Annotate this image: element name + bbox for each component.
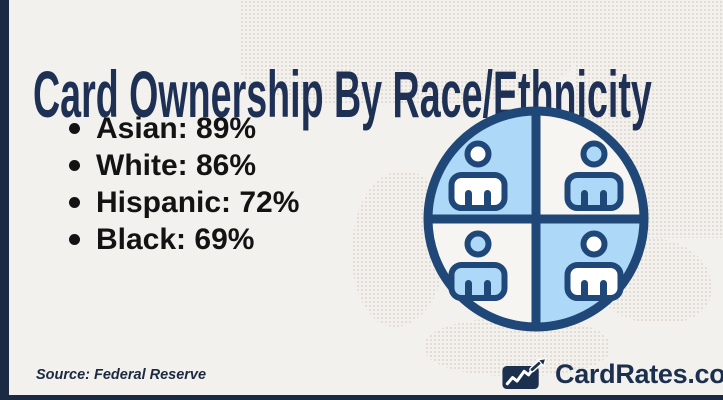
stat-text: Black: 69% bbox=[96, 223, 255, 256]
person-icon bbox=[564, 140, 624, 211]
stat-text: Asian: 89% bbox=[96, 112, 257, 145]
brand-name: CardRates.com bbox=[555, 359, 723, 389]
stat-item-black: Black: 69% bbox=[64, 221, 299, 258]
four-people-quadrant-circle-icon bbox=[423, 106, 649, 332]
stat-item-hispanic: Hispanic: 72% bbox=[64, 184, 299, 221]
world-map-dots bbox=[240, 0, 575, 105]
stat-text: Hispanic: 72% bbox=[96, 186, 300, 219]
stat-item-asian: Asian: 89% bbox=[64, 110, 299, 147]
person-icon bbox=[448, 140, 508, 211]
line-chart-arrow-card-icon bbox=[502, 358, 547, 390]
left-accent-bar bbox=[0, 0, 9, 400]
stat-text: White: 86% bbox=[96, 149, 257, 182]
brand-logo: CardRates.com bbox=[502, 358, 723, 390]
stats-list: Asian: 89% White: 86% Hispanic: 72% Blac… bbox=[64, 110, 299, 258]
person-icon bbox=[448, 230, 508, 301]
source-attribution: Source: Federal Reserve bbox=[36, 367, 207, 383]
bottom-accent-bar bbox=[0, 395, 723, 400]
person-icon bbox=[564, 230, 624, 301]
stat-item-white: White: 86% bbox=[64, 147, 299, 184]
